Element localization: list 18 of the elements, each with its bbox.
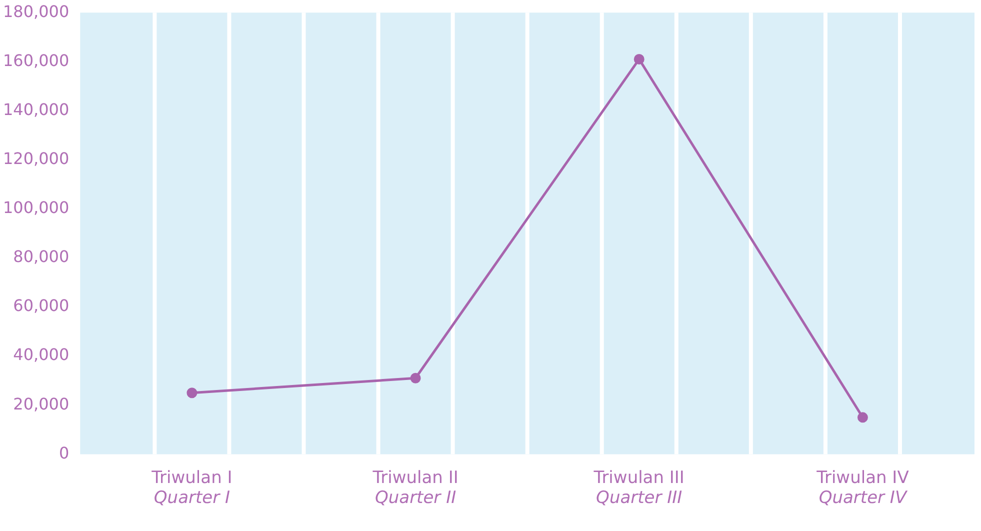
y-tick-label: 0 <box>58 443 70 462</box>
y-tick-label: 140,000 <box>2 100 70 119</box>
point <box>857 412 868 423</box>
y-tick-label: 100,000 <box>2 198 70 218</box>
point <box>186 388 198 398</box>
y-tick-label: 180,000 <box>2 2 70 21</box>
x-tick-label: Triwulan I Quarter I <box>150 468 232 508</box>
y-tick-label: 160,000 <box>2 50 70 70</box>
y-tick-label: 120,000 <box>2 148 70 168</box>
y-tick-label: 20,000 <box>13 394 70 414</box>
point <box>634 54 644 64</box>
y-tick-label: 80,000 <box>13 247 70 266</box>
x-tick-label: Triwulan II Quarter II <box>372 468 458 508</box>
y-tick-label: 40,000 <box>13 345 70 364</box>
x-tick-label: Triwulan III Quarter III <box>592 468 684 508</box>
point <box>410 372 421 384</box>
y-tick-label: 60,000 <box>13 296 70 316</box>
x-tick-label: Triwulan IV Quarter IV <box>816 468 910 508</box>
